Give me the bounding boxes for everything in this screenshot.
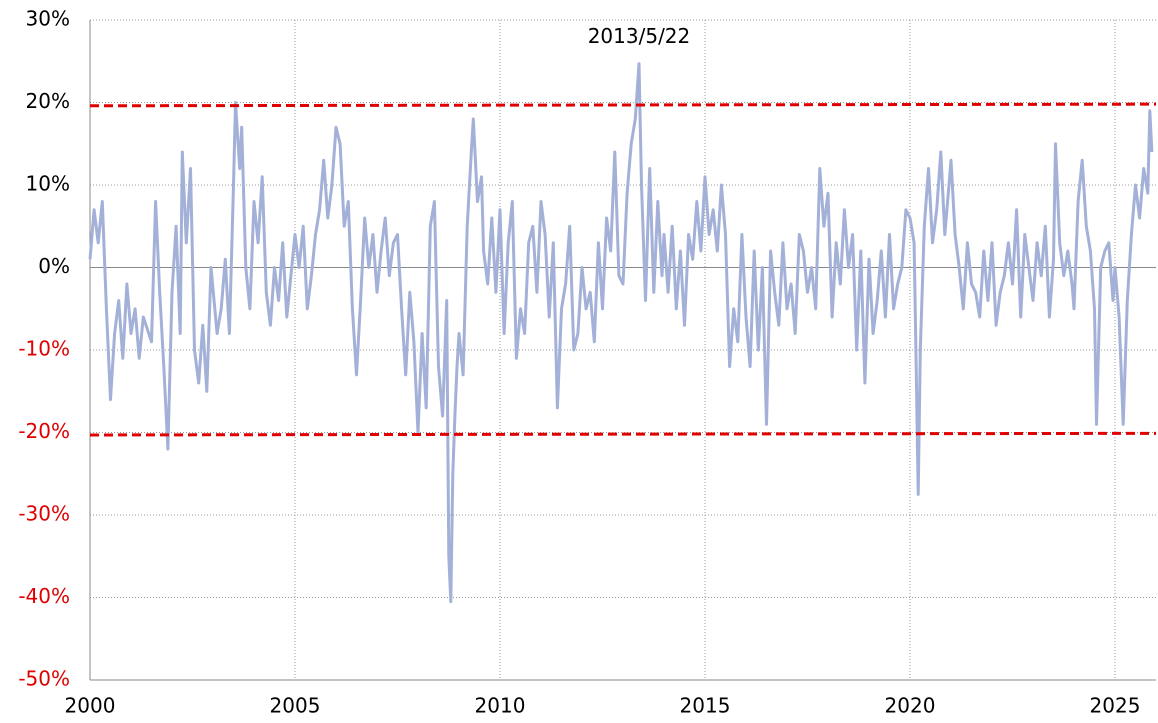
annotation: 2013/5/22 [588, 24, 691, 48]
y-tick-label: 20% [26, 89, 70, 113]
y-tick-label: -30% [18, 502, 70, 526]
y-tick-label: -20% [18, 419, 70, 443]
reference-line [89, 431, 1157, 437]
data-line [88, 62, 1154, 604]
y-tick-label: -10% [18, 337, 70, 361]
y-tick-label: 0% [38, 254, 70, 278]
x-tick-label: 2020 [885, 694, 936, 718]
y-tick-label: -50% [18, 667, 70, 691]
reference-line [89, 102, 1157, 108]
x-tick-label: 2005 [270, 694, 321, 718]
y-tick-label: -40% [18, 584, 70, 608]
x-tick-label: 2010 [475, 694, 526, 718]
y-tick-label: 10% [26, 172, 70, 196]
x-tick-label: 2000 [65, 694, 116, 718]
y-tick-label: 30% [26, 7, 70, 31]
x-tick-label: 2015 [680, 694, 731, 718]
x-tick-label: 2025 [1090, 694, 1141, 718]
